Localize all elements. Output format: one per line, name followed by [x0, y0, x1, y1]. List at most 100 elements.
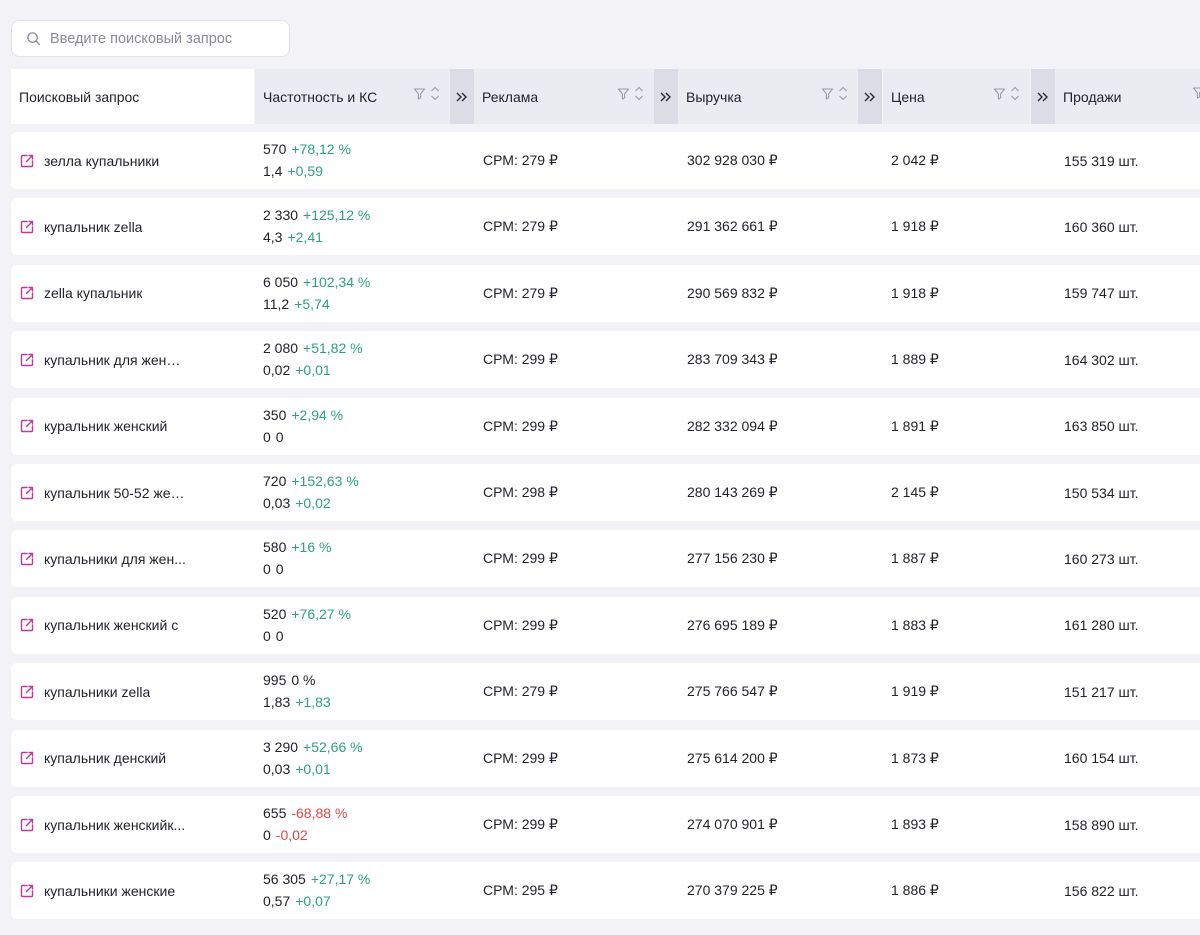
sort-icon[interactable] [1010, 86, 1020, 101]
cpm-value: СРМ: 299 ₽ [483, 351, 558, 368]
external-link-icon[interactable] [19, 551, 35, 567]
ks-delta: +1,83 [295, 694, 331, 711]
filter-icon[interactable] [413, 87, 426, 100]
sort-icon[interactable] [838, 86, 848, 101]
external-link-icon[interactable] [19, 153, 35, 169]
query-cell: купальники для жен... [19, 530, 255, 587]
query-text[interactable]: купальник женскийк... [44, 816, 186, 833]
column-controls [821, 86, 848, 101]
sales-value: 161 280 шт. [1064, 617, 1139, 634]
external-link-icon[interactable] [19, 418, 35, 434]
col-revenue-header[interactable]: Выручка [678, 69, 858, 124]
revenue-value: 274 070 901 ₽ [687, 816, 778, 832]
query-text[interactable]: купальник 50-52 жен... [44, 484, 189, 501]
frequency-line: 580 +16 % [263, 539, 331, 556]
frequency-cell: 2 330 +125,12 % 4,3 +2,41 [263, 198, 463, 255]
frequency-cell: 520 +76,27 % 0 0 [263, 597, 463, 654]
query-text[interactable]: купальник женский с [44, 617, 179, 634]
filter-icon[interactable] [993, 87, 1006, 100]
frequency-line: 2 330 +125,12 % [263, 207, 370, 224]
table-row[interactable]: купальники zella 995 0 % 1,83 +1,83 СРМ: 279 … [11, 663, 1200, 721]
frequency-cell: 56 305 +27,17 % 0,57 +0,07 [263, 862, 463, 919]
frequency-value: 2 330 [263, 207, 299, 224]
table-row[interactable]: купальник для женщ... 2 080 +51,82 % 0,02 +0… [11, 331, 1200, 389]
query-cell: куральник женский [19, 398, 255, 455]
ks-delta: +0,01 [295, 760, 331, 777]
filter-icon[interactable] [821, 87, 834, 100]
column-label: Продажи [1063, 88, 1122, 105]
col-frequency-header[interactable]: Частотность и КС [255, 69, 450, 124]
query-text[interactable]: куральник женский [44, 418, 168, 435]
query-cell: купальник zella [19, 198, 255, 255]
external-link-icon[interactable] [19, 684, 35, 700]
table-row[interactable]: купальники для жен... 580 +16 % 0 0 СРМ: 299 … [11, 530, 1200, 588]
filter-icon[interactable] [1192, 86, 1200, 99]
external-link-icon[interactable] [19, 352, 35, 368]
sort-icon[interactable] [430, 86, 440, 101]
query-text[interactable]: купальник zella [44, 218, 143, 235]
col-price-header[interactable]: Цена [883, 69, 1030, 124]
query-text[interactable]: купальники zella [44, 683, 151, 700]
table-row[interactable]: купальник 50-52 жен... 720 +152,63 % 0,03 +0… [11, 464, 1200, 521]
filter-icon[interactable] [617, 87, 630, 100]
table-row[interactable]: куральник женский 350 +2,94 % 0 0 СРМ: 299 ₽ 2… [11, 397, 1200, 455]
query-text[interactable]: купальники для жен... [44, 550, 186, 567]
table-row[interactable]: купальники женские 56 305 +27,17 % 0,57 +0,0… [11, 862, 1200, 920]
sales-value: 150 534 шт. [1064, 484, 1139, 501]
expand-column-button[interactable] [858, 69, 882, 124]
external-link-icon[interactable] [19, 617, 35, 633]
price-value: 1 918 ₽ [891, 284, 939, 301]
frequency-delta: 0 % [291, 672, 316, 689]
external-link-icon[interactable] [19, 219, 35, 235]
table-row[interactable]: купальник денский 3 290 +52,66 % 0,03 +0,01 С… [11, 729, 1200, 787]
query-text[interactable]: зелла купальники [44, 152, 160, 169]
search-input[interactable] [50, 30, 270, 47]
table-row[interactable]: купальник zella 2 330 +125,12 % 4,3 +2,41 СРМ… [11, 198, 1200, 256]
ks-delta: +0,59 [287, 163, 323, 179]
external-link-icon[interactable] [19, 883, 35, 899]
search-box[interactable] [11, 20, 290, 57]
revenue-value: 282 332 094 ₽ [687, 417, 778, 434]
external-link-icon[interactable] [19, 485, 35, 501]
sort-icon[interactable] [634, 86, 644, 101]
col-sales-header[interactable]: Продажи [1055, 69, 1200, 124]
cpm-value: СРМ: 298 ₽ [483, 484, 558, 500]
frequency-delta: +76,27 % [291, 605, 351, 622]
frequency-line: 2 080 +51,82 % [263, 340, 363, 357]
query-text[interactable]: купальники женские [44, 882, 176, 899]
frequency-value: 2 080 [263, 340, 299, 357]
query-text[interactable]: купальник денский [44, 750, 167, 767]
ks-delta: 0 [275, 428, 284, 445]
expand-column-button[interactable] [1031, 69, 1055, 124]
frequency-value: 6 050 [263, 273, 299, 290]
table-row[interactable]: купальник женский с 520 +76,27 % 0 0 СРМ: 299… [11, 596, 1200, 654]
frequency-delta: +102,34 % [303, 273, 371, 290]
col-ads-header[interactable]: Реклама [474, 69, 654, 124]
price-value: 1 919 ₽ [891, 683, 939, 700]
ks-delta: 0 [275, 561, 284, 578]
external-link-icon[interactable] [19, 750, 35, 766]
price-value: 1 886 ₽ [891, 882, 939, 899]
revenue-value: 291 362 661 ₽ [687, 218, 778, 235]
frequency-cell: 2 080 +51,82 % 0,02 +0,01 [263, 331, 463, 388]
frequency-line: 520 +76,27 % [263, 606, 351, 623]
external-link-icon[interactable] [19, 817, 35, 833]
query-cell: купальник 50-52 жен... [19, 464, 255, 521]
external-link-icon[interactable] [19, 285, 35, 301]
frequency-delta: -68,88 % [291, 805, 348, 821]
table-row[interactable]: зелла купальники 570 +78,12 % 1,4 +0,59 СРМ: … [11, 132, 1200, 189]
query-text[interactable]: zella купальник [44, 285, 143, 302]
table-row[interactable]: купальник женскийк... 655 -68,88 % 0 -0,02 СР… [11, 796, 1200, 853]
expand-column-button[interactable] [654, 69, 678, 124]
frequency-cell: 720 +152,63 % 0,03 +0,02 [263, 464, 463, 521]
query-text[interactable]: купальник для женщ... [44, 351, 189, 368]
revenue-value: 290 569 832 ₽ [687, 284, 778, 301]
frequency-delta: +16 % [291, 539, 332, 556]
table-row[interactable]: zella купальник 6 050 +102,34 % 11,2 +5,74 СР… [11, 264, 1200, 322]
expand-column-button[interactable] [450, 69, 474, 124]
ks-line: 1,4 +0,59 [263, 163, 323, 180]
ks-delta: +5,74 [294, 295, 330, 312]
frequency-value: 3 290 [263, 738, 299, 755]
